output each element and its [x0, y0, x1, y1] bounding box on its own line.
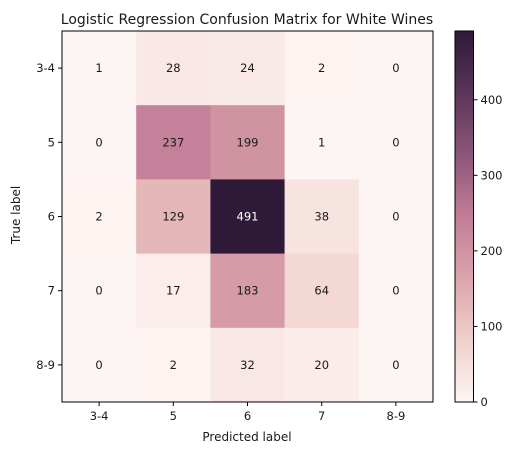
y-tick-label: 3-4 [36, 61, 55, 75]
colorbar-tick-label: 100 [481, 319, 503, 333]
heatmap-cell [210, 105, 286, 180]
heatmap-cell [210, 327, 286, 403]
cell-value-label: 0 [392, 358, 399, 372]
heatmap-cell [284, 105, 360, 180]
colorbar-tick-label: 300 [481, 168, 503, 182]
cell-value-label: 0 [95, 135, 102, 149]
cell-value-label: 183 [237, 284, 259, 298]
y-tick-label: 6 [48, 210, 55, 224]
cell-value-label: 64 [314, 284, 329, 298]
cell-value-label: 0 [392, 135, 399, 149]
cell-value-label: 1 [318, 135, 325, 149]
heatmap-cell [62, 327, 137, 403]
x-tick-label: 5 [170, 409, 177, 423]
colorbar-tick-label: 0 [481, 395, 488, 409]
heatmap-cell [284, 327, 360, 403]
cell-value-label: 1 [95, 61, 102, 75]
heatmap-cell [62, 105, 137, 180]
heatmap-cells [62, 31, 434, 403]
colorbar-tick-label: 200 [481, 244, 503, 258]
y-tick-label: 7 [48, 284, 55, 298]
chart-title: Logistic Regression Confusion Matrix for… [61, 12, 433, 28]
cell-value-label: 32 [240, 358, 255, 372]
y-tick-label: 8-9 [36, 358, 55, 372]
cell-value-label: 491 [237, 210, 259, 224]
x-tick-label: 8-9 [387, 409, 406, 423]
x-axis-label: Predicted label [202, 430, 291, 444]
heatmap-cell [136, 31, 211, 106]
colorbar-tick-label: 400 [481, 93, 503, 107]
cell-value-label: 0 [392, 61, 399, 75]
cell-value-label: 0 [392, 210, 399, 224]
x-tick-label: 6 [244, 409, 251, 423]
heatmap-cell [136, 327, 211, 403]
cell-value-label: 0 [392, 284, 399, 298]
heatmap-cell-labels: 1 28 24 2 00 237 199 1 02 129 491 38 00 17 183 64 00 2 32 2… [95, 61, 399, 372]
cell-value-label: 0 [95, 358, 102, 372]
cell-value-label: 199 [237, 135, 259, 149]
x-axis-ticks: 3-4 5 6 7 8-9 [90, 402, 406, 423]
colorbar-ticks: 0 100 200 300 400 [473, 93, 503, 409]
cell-value-label: 0 [95, 284, 102, 298]
heatmap-cell [62, 31, 137, 106]
heatmap-cell [284, 253, 360, 329]
cell-value-label: 28 [166, 61, 181, 75]
cell-value-label: 20 [314, 358, 329, 372]
heatmap-cell [210, 253, 286, 329]
heatmap-cell [136, 105, 211, 180]
heatmap-cell [358, 105, 434, 180]
colorbar [454, 30, 474, 403]
heatmap-cell [284, 179, 360, 255]
heatmap-cell [210, 179, 286, 255]
heatmap-cell [358, 253, 434, 329]
heatmap-cell [284, 31, 360, 106]
cell-value-label: 24 [240, 61, 255, 75]
heatmap-cell [358, 327, 434, 403]
heatmap-cell [358, 31, 434, 106]
heatmap-cell [210, 31, 286, 106]
cell-value-label: 129 [162, 210, 184, 224]
y-axis-label: True label [9, 186, 23, 245]
cell-value-label: 2 [95, 210, 102, 224]
x-tick-label: 3-4 [90, 409, 109, 423]
cell-value-label: 2 [170, 358, 177, 372]
cell-value-label: 2 [318, 61, 325, 75]
heatmap-cell [62, 179, 137, 255]
cell-value-label: 17 [166, 284, 181, 298]
heatmap-cell [62, 253, 137, 329]
cell-value-label: 237 [162, 135, 184, 149]
x-tick-label: 7 [318, 409, 325, 423]
heatmap-cell [358, 179, 434, 255]
y-axis-ticks: 3-4 5 6 7 8-9 [36, 61, 62, 372]
y-tick-label: 5 [48, 135, 55, 149]
cell-value-label: 38 [314, 210, 329, 224]
heatmap-cell [136, 179, 211, 255]
heatmap-cell [136, 253, 211, 329]
